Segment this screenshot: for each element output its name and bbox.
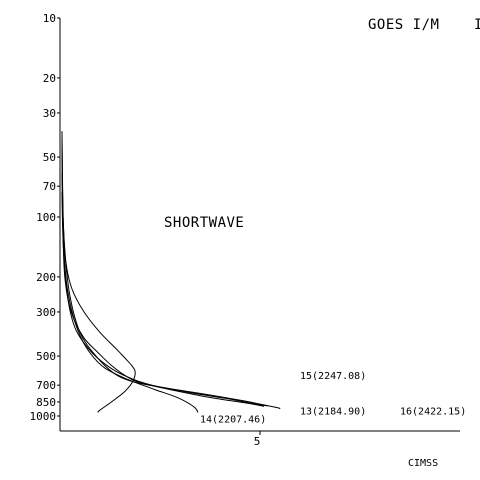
y-tick-label: 20 (43, 72, 56, 85)
y-tick-label: 30 (43, 107, 56, 120)
y-tick-label: 50 (43, 151, 56, 164)
series-label-1: 13(2184.90) (300, 406, 366, 417)
series-label-3: 15(2247.08) (300, 371, 366, 382)
y-tick-label: 200 (36, 271, 56, 284)
y-tick-label: 100 (36, 211, 56, 224)
series-line-5 (61, 147, 269, 407)
annotation-shortwave: SHORTWAVE (164, 215, 244, 231)
y-tick-label: 300 (36, 306, 56, 319)
series-label-4: 16(2422.15) (400, 406, 466, 417)
series-labels: 13(2184.90) 14(2207.46) 15(2247.08) 16(2422… (200, 371, 466, 425)
series-line-4 (61, 172, 265, 407)
series-line-3 (61, 137, 136, 413)
y-tick-label: 500 (36, 350, 56, 363)
y-tick-label: 700 (36, 379, 56, 392)
y-tick-label: 850 (36, 396, 56, 409)
series-lines (61, 131, 281, 413)
x-ticks: 5 (254, 431, 261, 448)
x-tick-label: 5 (254, 435, 261, 448)
credit-label: CIMSS (408, 458, 438, 469)
axes (59, 18, 460, 432)
y-tick-label: 70 (43, 180, 56, 193)
series-line-1 (61, 131, 281, 410)
series-label-2: 14(2207.46) (200, 414, 266, 425)
y-tick-label: 10 (43, 12, 56, 25)
chart-title-suffix: I (474, 17, 480, 33)
y-tick-label: 1000 (30, 410, 57, 423)
chart-title: GOES I/M (368, 17, 439, 33)
